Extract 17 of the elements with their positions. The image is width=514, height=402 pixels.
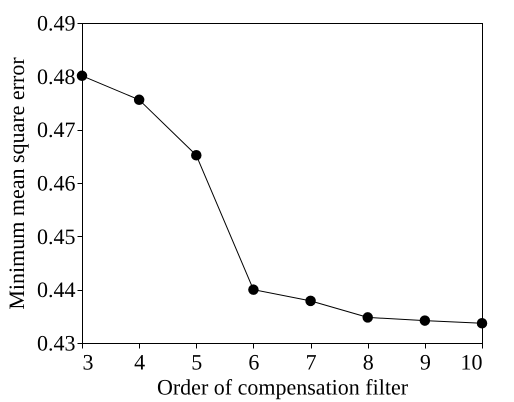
y-tick-label: 0.45 xyxy=(37,224,76,249)
x-tick-label: 9 xyxy=(420,350,431,374)
x-tick-label: 5 xyxy=(191,350,202,374)
y-tick-label: 0.48 xyxy=(37,64,76,89)
y-axis-title: Minimum mean square error xyxy=(4,56,29,310)
x-tick-label: 4 xyxy=(134,350,146,374)
y-tick-label: 0.49 xyxy=(37,10,76,36)
x-axis-title: Order of compensation filter xyxy=(156,374,409,400)
x-tick-label: 6 xyxy=(248,350,260,374)
y-tick-label: 0.44 xyxy=(37,277,76,302)
y-tick-label: 0.43 xyxy=(37,330,76,356)
y-tick-label: 0.47 xyxy=(37,117,76,142)
y-tick-label: 0.46 xyxy=(37,170,76,196)
x-tick-label: 7 xyxy=(306,350,317,374)
x-tick-label: 8 xyxy=(362,350,374,374)
x-tick-label: 10 xyxy=(460,350,482,374)
x-tick-label: 3 xyxy=(82,350,94,374)
